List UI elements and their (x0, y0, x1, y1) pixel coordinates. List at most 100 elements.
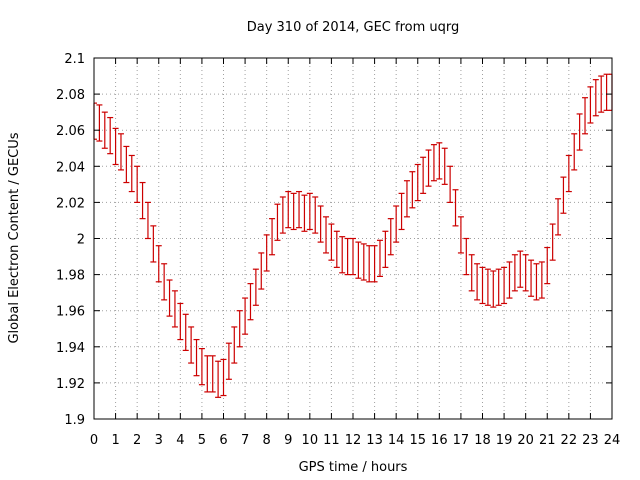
data-point (495, 268, 502, 306)
data-point (215, 360, 222, 398)
data-point (393, 205, 400, 243)
data-point (155, 245, 162, 283)
y-axis-ticks: 1.9 1.92 1.94 1.96 1.98 2 2.02 2.04 2.06 2.08 2.1 (56, 52, 612, 428)
data-point (144, 201, 151, 240)
data-point (468, 254, 475, 292)
x-tick-label: 3 (155, 433, 163, 448)
y-tick-label: 1.98 (56, 269, 85, 284)
data-point (414, 163, 421, 202)
y-tick-label: 2 (77, 233, 85, 248)
data-point (269, 218, 276, 256)
data-point (528, 259, 535, 297)
data-point (490, 270, 497, 308)
data-point (252, 268, 259, 306)
data-point (517, 250, 524, 288)
data-point (350, 237, 356, 276)
data-point (117, 133, 124, 171)
data-point (501, 266, 508, 305)
data-point (457, 216, 464, 254)
data-point (220, 358, 227, 397)
x-tick-label: 16 (431, 433, 448, 448)
data-point (150, 225, 157, 263)
data-point (576, 113, 583, 151)
data-point (134, 165, 141, 203)
x-tick-label: 0 (90, 433, 98, 448)
y-tick-label: 1.92 (56, 377, 85, 392)
x-tick-label: 15 (409, 433, 426, 448)
data-point (436, 142, 443, 180)
data-point (242, 297, 249, 335)
data-point (382, 230, 389, 268)
x-tick-label: 18 (474, 433, 491, 448)
data-point (317, 205, 324, 243)
data-point (171, 290, 178, 328)
x-tick-label: 23 (582, 433, 599, 448)
data-point (236, 310, 243, 348)
data-point (474, 263, 481, 301)
data-point (544, 246, 551, 285)
chart-title: Day 310 of 2014, GEC from uqrg (247, 20, 460, 35)
x-tick-label: 4 (176, 433, 184, 448)
data-point (166, 279, 173, 317)
y-tick-label: 2.04 (56, 160, 85, 175)
x-tick-label: 8 (263, 433, 271, 448)
x-tick-label: 1 (111, 433, 119, 448)
data-point (139, 181, 146, 220)
data-point (306, 192, 313, 231)
error-bars (93, 73, 613, 398)
data-point (247, 283, 254, 321)
data-point (403, 180, 410, 218)
y-axis-label: Global Electron Content / GECUs (7, 132, 22, 343)
data-point (231, 326, 238, 364)
x-tick-label: 7 (241, 433, 249, 448)
data-point (565, 154, 572, 193)
data-point (290, 192, 297, 231)
data-point (355, 241, 362, 279)
data-point (344, 237, 351, 276)
data-point (279, 196, 286, 234)
data-point (425, 149, 432, 187)
y-tick-label: 2.06 (56, 124, 85, 139)
y-tick-label: 2.08 (56, 88, 85, 103)
data-point (387, 218, 394, 256)
x-axis-label: GPS time / hours (299, 460, 408, 475)
data-point (263, 234, 270, 272)
data-point (188, 326, 195, 364)
data-point (101, 111, 108, 149)
data-point (161, 263, 168, 301)
data-point (177, 302, 184, 341)
x-tick-label: 9 (284, 433, 292, 448)
x-tick-label: 12 (345, 433, 362, 448)
data-point (274, 203, 281, 241)
data-point (371, 245, 378, 283)
y-tick-label: 2.1 (64, 52, 85, 67)
x-tick-label: 22 (561, 433, 578, 448)
data-point (225, 342, 232, 380)
data-point (522, 254, 529, 292)
data-point (409, 171, 416, 209)
data-point (198, 348, 205, 386)
data-point (479, 266, 486, 305)
data-point (301, 194, 308, 232)
data-point (538, 261, 545, 299)
data-point (328, 223, 335, 261)
x-tick-label: 11 (323, 433, 340, 448)
data-point (463, 237, 470, 276)
data-point (376, 239, 383, 278)
data-point (592, 79, 599, 117)
data-point (204, 355, 211, 393)
x-tick-label: 10 (302, 433, 319, 448)
data-point (484, 268, 491, 306)
data-point (285, 190, 292, 229)
data-point (598, 75, 605, 113)
x-tick-label: 14 (388, 433, 405, 448)
data-point (555, 198, 562, 236)
data-point (182, 313, 189, 352)
data-point (430, 144, 437, 182)
data-point (533, 263, 540, 301)
data-point (96, 104, 103, 142)
data-point (107, 116, 114, 155)
data-point (128, 154, 135, 193)
data-point (333, 230, 340, 268)
